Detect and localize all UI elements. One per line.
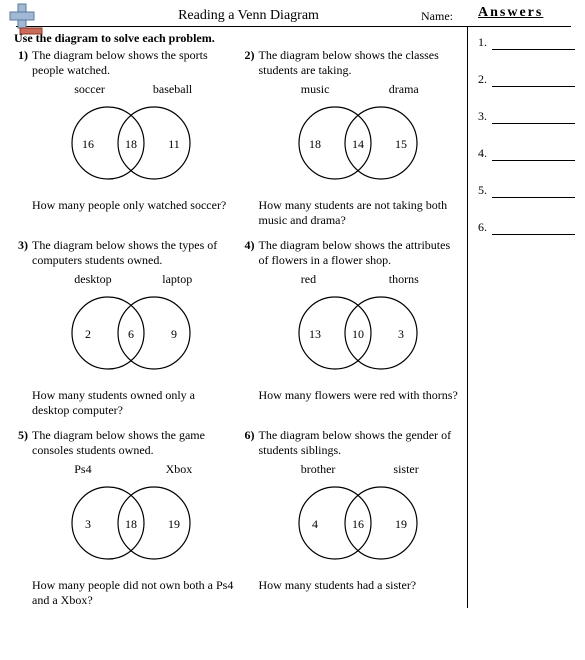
venn-left-value: 13: [309, 327, 321, 341]
problem-1: 1)The diagram below shows the sports peo…: [14, 48, 235, 228]
venn-left-label: desktop: [74, 272, 111, 287]
venn-left-value: 3: [85, 517, 91, 531]
answer-blank[interactable]: [492, 186, 575, 198]
venn-svg: 4 16 19: [285, 478, 435, 568]
answer-line-1: 1.: [478, 35, 575, 50]
problems-grid: 1)The diagram below shows the sports peo…: [14, 48, 467, 608]
logo-icon: [6, 2, 46, 36]
problem-body: The diagram below shows the types of com…: [32, 238, 235, 418]
answer-number: 1.: [478, 35, 492, 50]
answers-column: Answers 1.2.3.4.5.6.: [467, 27, 575, 608]
venn-diagram: red thorns 13 10 3: [275, 272, 445, 382]
answer-line-5: 5.: [478, 183, 575, 198]
venn-left-label: brother: [301, 462, 336, 477]
answer-number: 3.: [478, 109, 492, 124]
problem-body: The diagram below shows the attributes o…: [259, 238, 462, 418]
venn-right-label: laptop: [162, 272, 192, 287]
answer-number: 2.: [478, 72, 492, 87]
venn-right-value: 3: [398, 327, 404, 341]
problem-description: The diagram below shows the attributes o…: [259, 238, 462, 268]
venn-right-label: baseball: [153, 82, 192, 97]
problem-number: 1): [14, 48, 32, 228]
problem-body: The diagram below shows the sports peopl…: [32, 48, 235, 228]
problem-description: The diagram below shows the classes stud…: [259, 48, 462, 78]
venn-left-value: 18: [309, 137, 321, 151]
problem-question: How many students owned only a desktop c…: [32, 388, 235, 418]
problem-question: How many students had a sister?: [259, 578, 462, 593]
venn-diagram: brother sister 4 16 19: [275, 462, 445, 572]
problem-description: The diagram below shows the game console…: [32, 428, 235, 458]
venn-left-value: 16: [82, 137, 94, 151]
venn-mid-value: 14: [352, 137, 364, 151]
problem-body: The diagram below shows the game console…: [32, 428, 235, 608]
answers-title: Answers: [478, 5, 575, 21]
problem-4: 4)The diagram below shows the attributes…: [241, 238, 462, 418]
problem-question: How many flowers were red with thorns?: [259, 388, 462, 403]
venn-right-value: 19: [395, 517, 407, 531]
instruction-text: Use the diagram to solve each problem.: [14, 31, 467, 46]
problem-question: How many people did not own both a Ps4 a…: [32, 578, 235, 608]
problem-2: 2)The diagram below shows the classes st…: [241, 48, 462, 228]
venn-mid-value: 18: [125, 137, 137, 151]
venn-right-value: 15: [395, 137, 407, 151]
venn-svg: 16 18 11: [58, 98, 208, 188]
answer-blank[interactable]: [492, 112, 575, 124]
venn-right-value: 19: [168, 517, 180, 531]
venn-left-value: 2: [85, 327, 91, 341]
answer-blank[interactable]: [492, 223, 575, 235]
answer-blank[interactable]: [492, 38, 575, 50]
problem-body: The diagram below shows the gender of st…: [259, 428, 462, 608]
venn-mid-value: 6: [128, 327, 134, 341]
problem-number: 2): [241, 48, 259, 228]
venn-left-value: 4: [312, 517, 318, 531]
problem-number: 5): [14, 428, 32, 608]
answer-line-2: 2.: [478, 72, 575, 87]
venn-mid-value: 18: [125, 517, 137, 531]
venn-right-value: 9: [171, 327, 177, 341]
venn-right-value: 11: [168, 137, 180, 151]
problem-number: 4): [241, 238, 259, 418]
venn-diagram: desktop laptop 2 6 9: [48, 272, 218, 382]
venn-right-label: sister: [393, 462, 418, 477]
answer-number: 5.: [478, 183, 492, 198]
problem-number: 3): [14, 238, 32, 418]
problem-question: How many students are not taking both mu…: [259, 198, 462, 228]
problem-description: The diagram below shows the types of com…: [32, 238, 235, 268]
answer-line-6: 6.: [478, 220, 575, 235]
venn-right-label: drama: [389, 82, 419, 97]
venn-left-label: red: [301, 272, 316, 287]
answer-number: 6.: [478, 220, 492, 235]
venn-left-label: music: [301, 82, 330, 97]
content-area: Use the diagram to solve each problem. 1…: [14, 27, 575, 608]
venn-left-label: Ps4: [74, 462, 91, 477]
answer-lines: 1. 2. 3. 4. 5. 6.: [478, 35, 575, 235]
answer-blank[interactable]: [492, 149, 575, 161]
problem-3: 3)The diagram below shows the types of c…: [14, 238, 235, 418]
venn-diagram: music drama 18 14 15: [275, 82, 445, 192]
problem-question: How many people only watched soccer?: [32, 198, 235, 213]
venn-diagram: soccer baseball 16 18 11: [48, 82, 218, 192]
problem-description: The diagram below shows the sports peopl…: [32, 48, 235, 78]
answer-blank[interactable]: [492, 75, 575, 87]
answer-line-4: 4.: [478, 146, 575, 161]
problem-6: 6)The diagram below shows the gender of …: [241, 428, 462, 608]
answer-line-3: 3.: [478, 109, 575, 124]
problem-body: The diagram below shows the classes stud…: [259, 48, 462, 228]
worksheet-page: Reading a Venn Diagram Name: Use the dia…: [0, 0, 585, 618]
venn-diagram: Ps4 Xbox 3 18 19: [48, 462, 218, 572]
problem-5: 5)The diagram below shows the game conso…: [14, 428, 235, 608]
venn-svg: 2 6 9: [58, 288, 208, 378]
venn-right-label: thorns: [389, 272, 419, 287]
venn-mid-value: 16: [352, 517, 364, 531]
problem-description: The diagram below shows the gender of st…: [259, 428, 462, 458]
answer-number: 4.: [478, 146, 492, 161]
venn-svg: 13 10 3: [285, 288, 435, 378]
venn-svg: 18 14 15: [285, 98, 435, 188]
problem-number: 6): [241, 428, 259, 608]
venn-svg: 3 18 19: [58, 478, 208, 568]
page-title: Reading a Venn Diagram: [16, 8, 421, 24]
venn-right-label: Xbox: [166, 462, 193, 477]
venn-left-label: soccer: [74, 82, 105, 97]
venn-mid-value: 10: [352, 327, 364, 341]
